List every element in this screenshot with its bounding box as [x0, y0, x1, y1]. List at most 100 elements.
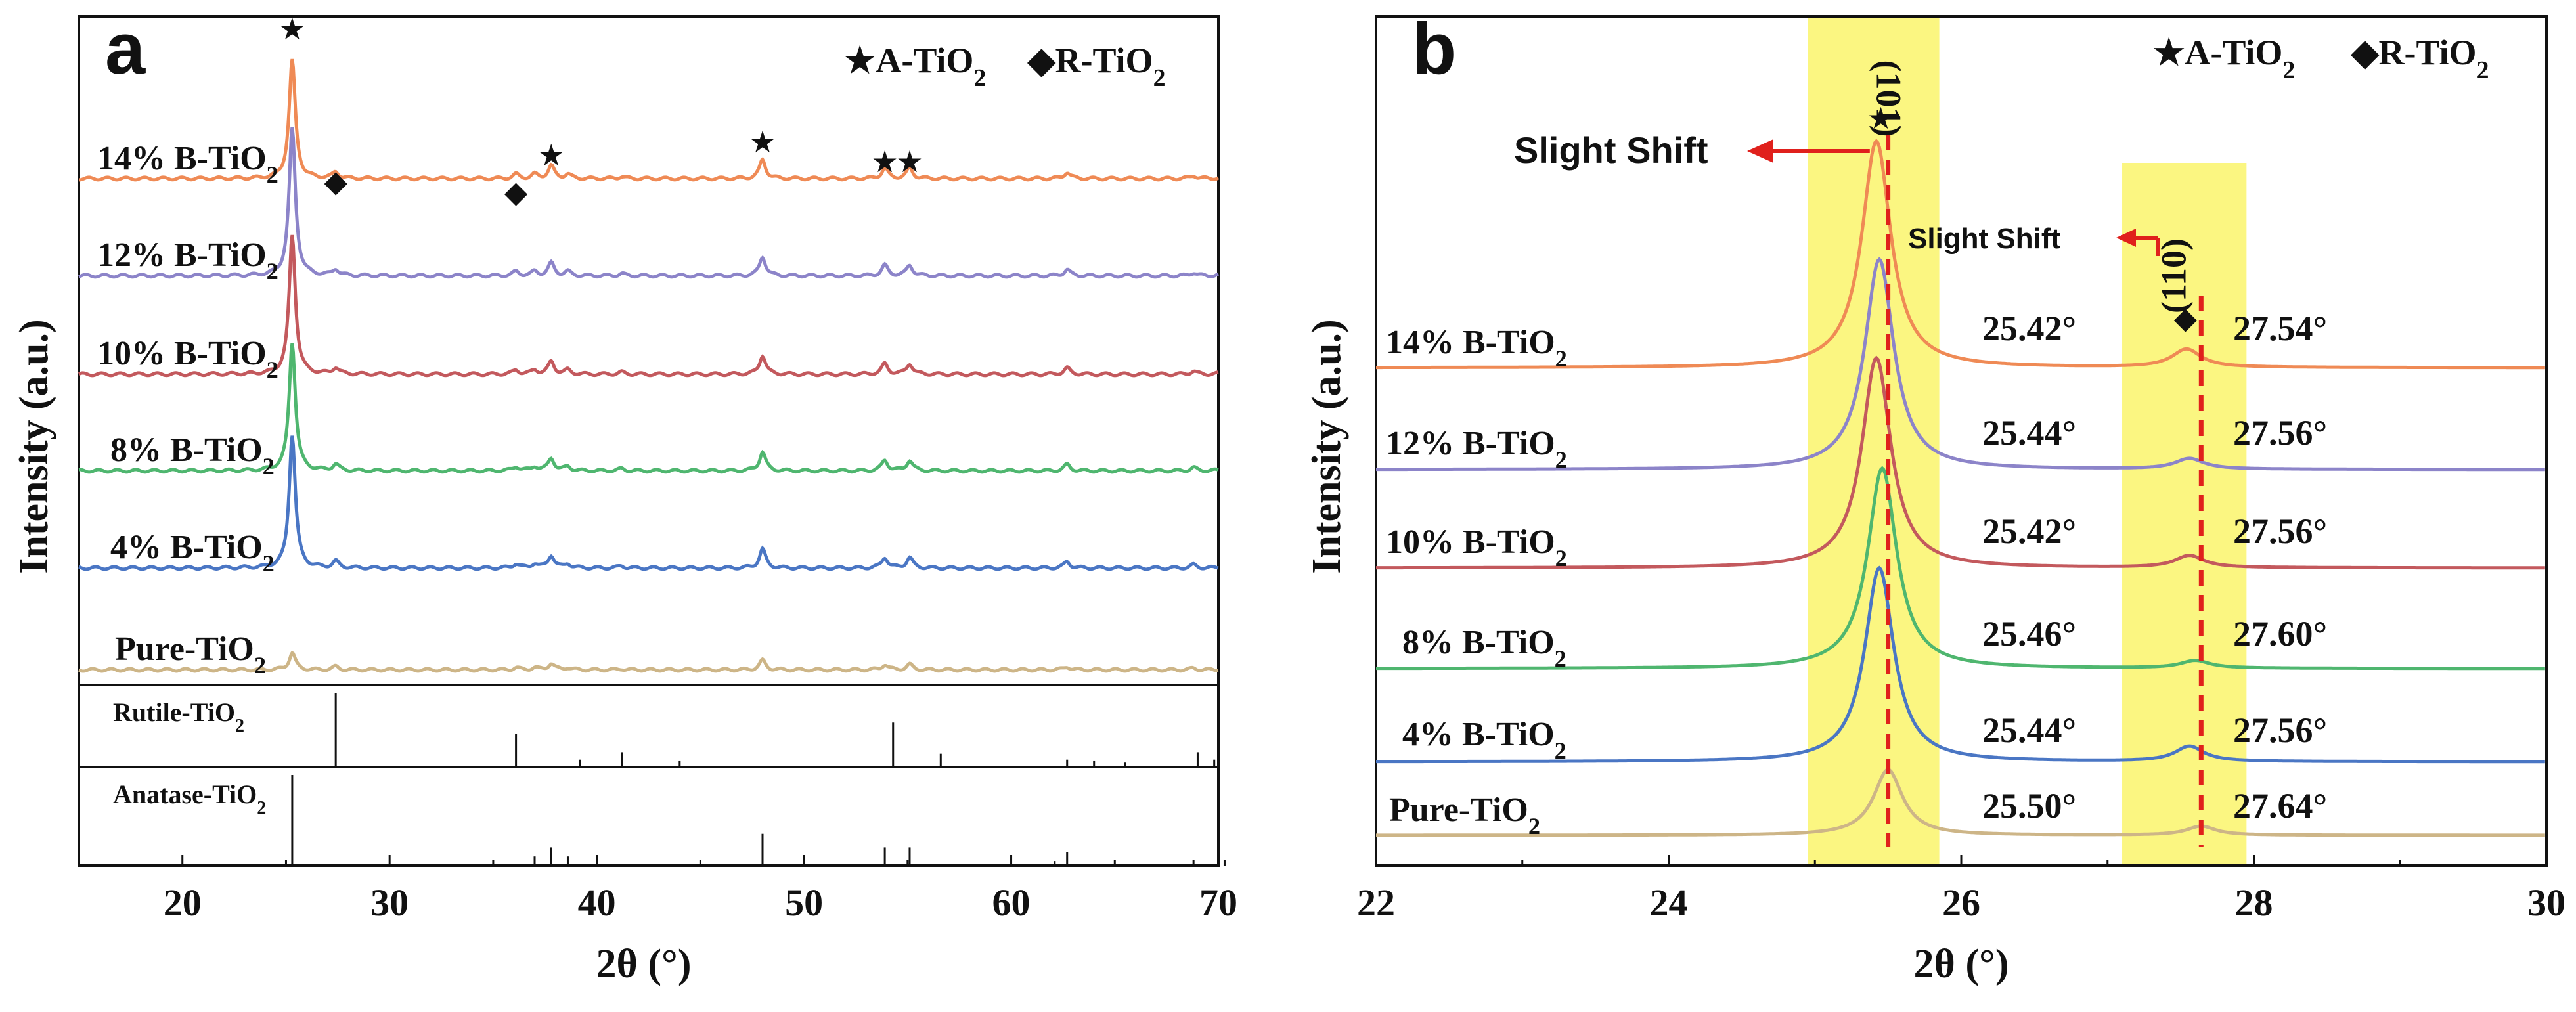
- panel-b-sample-label: 14% B-TiO2: [1386, 324, 1567, 372]
- panel-a-x-tick-label: 70: [1199, 881, 1237, 924]
- panel-b-legend-rutile: ◆R-TiO2: [2350, 33, 2489, 84]
- panel-b-slight-shift-label: Slight Shift: [1514, 129, 1708, 171]
- panel-b-sample-label-text: 12% B-TiO: [1386, 425, 1555, 462]
- panel-b-peak-101-value: 25.42°: [1982, 512, 2076, 551]
- panel-b-peak-101-value: 25.46°: [1982, 614, 2076, 653]
- panel-b-peak-110-value: 27.56°: [2233, 413, 2327, 452]
- panel-b-peak-101-value: 25.44°: [1982, 711, 2076, 750]
- panel-b-series-curve: [1376, 257, 2545, 472]
- panel-a-sample-label-text: 14% B-TiO: [97, 140, 267, 177]
- panel-a-anatase-marker: ★: [896, 144, 923, 179]
- panel-a-sample-label-subscript: 2: [263, 550, 275, 577]
- panel-b-sample-label: 4% B-TiO2: [1402, 716, 1566, 764]
- panel-b-x-axis-title: 2θ (°): [1914, 942, 2009, 986]
- panel-a-sample-label-text: 12% B-TiO: [97, 236, 267, 274]
- panel-a-sample-label-subscript: 2: [254, 652, 266, 678]
- panel-b-peak-110-value: 27.64°: [2233, 786, 2327, 825]
- panel-a-reference-label-subscript: 2: [257, 798, 266, 818]
- panel-b-sample-label-subscript: 2: [1555, 447, 1567, 473]
- panel-a-legend-rutile-subscript: 2: [1153, 64, 1166, 92]
- panel-a-anatase-marker: ★: [749, 124, 776, 160]
- panel-a-legend-anatase-subscript: 2: [973, 64, 986, 92]
- panel-a-sample-label-text: Pure-TiO: [115, 630, 254, 668]
- panel-b-x-tick-label: 26: [1942, 881, 1980, 924]
- panel-b-legend-anatase-subscript: 2: [2282, 56, 2295, 84]
- panel-b-legend-anatase: ★A-TiO2: [2153, 33, 2295, 84]
- panel-a-plot-frame: [78, 15, 1220, 867]
- panel-a-sample-label: 14% B-TiO2: [97, 140, 278, 188]
- panel-b-shift-arrowhead: [1747, 139, 1773, 163]
- panel-b-highlight-band: [1808, 16, 1940, 866]
- panel-b-sample-label-text: 8% B-TiO: [1402, 624, 1555, 661]
- panel-a-reference-label-text: Rutile-TiO: [113, 697, 235, 727]
- panel-b-sample-label-subscript: 2: [1555, 345, 1567, 372]
- panel-b-peak-110-value: 27.56°: [2233, 512, 2327, 551]
- panel-a-letter: a: [105, 9, 146, 89]
- panel-b-peak-101-value: 25.44°: [1982, 413, 2076, 452]
- panel-a-series-curve: [78, 127, 1220, 279]
- panel-b-sample-label: Pure-TiO2: [1389, 791, 1540, 839]
- panel-a-anatase-marker: ★: [278, 11, 305, 47]
- panel-b-sample-label-subscript: 2: [1555, 646, 1566, 672]
- panel-a-y-axis-title: Intensity (a.u.): [12, 319, 56, 574]
- panel-a-sample-label-text: 4% B-TiO: [110, 529, 263, 566]
- panel-a-series-curve: [78, 435, 1219, 571]
- panel-a-sample-label: 8% B-TiO2: [110, 431, 275, 479]
- panel-b-series-curve: [1376, 565, 2545, 764]
- panel-a-x-tick-label: 40: [578, 881, 616, 924]
- panel-a-rutile-marker: ◆: [504, 174, 528, 209]
- panel-b-x-tick-label: 30: [2527, 881, 2565, 924]
- panel-b-peak-110-value: 27.56°: [2233, 711, 2327, 750]
- panel-a-sample-label: 10% B-TiO2: [97, 335, 278, 383]
- panel-a-anatase-marker: ★: [871, 144, 898, 179]
- panel-b-sample-label-text: 10% B-TiO: [1386, 523, 1555, 561]
- panel-b-sample-label: 12% B-TiO2: [1386, 425, 1567, 473]
- panel-a-legend-anatase: ★A-TiO2: [844, 41, 986, 92]
- panel-a-reference-label-text: Anatase-TiO: [113, 780, 257, 809]
- panel-b-y-axis-title: Intensity (a.u.): [1304, 319, 1349, 574]
- panel-b-legend-anatase-text: ★A-TiO: [2153, 33, 2282, 72]
- panel-b-reflection-label: (101): [1869, 60, 1908, 137]
- panel-b: b Intensity (a.u.) 2θ (°) 22 24 26 28 30 (10…: [1304, 9, 2565, 986]
- panel-a-sample-label: 4% B-TiO2: [110, 529, 275, 577]
- panel-b-sample-label-text: 4% B-TiO: [1402, 716, 1555, 753]
- panel-b-letter: b: [1412, 9, 1456, 89]
- panel-b-legend-rutile-subscript: 2: [2477, 56, 2489, 84]
- panel-a-reference-label: Anatase-TiO2: [113, 780, 266, 818]
- panel-b-rutile-marker: ◆: [2174, 300, 2198, 336]
- panel-b-series-curve: [1376, 768, 2545, 837]
- panel-a-legend-rutile-text: ◆R-TiO: [1027, 41, 1153, 80]
- panel-a-anatase-marker: ★: [538, 137, 565, 173]
- panel-b-series-curve: [1376, 139, 2545, 370]
- panel-b-slight-shift-label: Slight Shift: [1908, 223, 2061, 255]
- panel-a-series-curve: [79, 58, 1220, 182]
- panel-a: a Intensity (a.u.) 2θ (°) 20 30 40 50 60 70 R…: [12, 9, 1237, 986]
- panel-a-x-tick-label: 50: [785, 881, 823, 924]
- panel-a-x-tick-label: 20: [164, 881, 202, 924]
- panel-b-legend-rutile-text: ◆R-TiO: [2350, 33, 2477, 72]
- panel-b-sample-label-text: 14% B-TiO: [1386, 324, 1555, 361]
- panel-a-sample-label-text: 10% B-TiO: [97, 335, 267, 372]
- panel-b-sample-label: 8% B-TiO2: [1402, 624, 1566, 672]
- panel-b-peak-110-value: 27.60°: [2233, 614, 2327, 653]
- panel-a-sample-label-subscript: 2: [267, 357, 278, 383]
- panel-b-peak-110-value: 27.54°: [2233, 309, 2327, 348]
- panel-b-sample-label-subscript: 2: [1555, 737, 1566, 764]
- panel-b-sample-label-subscript: 2: [1528, 813, 1540, 839]
- panel-a-reference-label-subscript: 2: [235, 716, 244, 736]
- panel-a-x-tick-label: 60: [992, 881, 1031, 924]
- panel-a-sample-label-subscript: 2: [263, 453, 275, 479]
- panel-a-reference-label: Rutile-TiO2: [113, 697, 244, 736]
- panel-a-legend-anatase-text: ★A-TiO: [844, 41, 973, 80]
- panel-a-sample-label-subscript: 2: [267, 258, 278, 284]
- panel-b-x-tick-label: 28: [2235, 881, 2273, 924]
- panel-a-sample-label-subscript: 2: [267, 162, 278, 188]
- panel-a-rutile-marker: ◆: [324, 164, 347, 199]
- panel-b-series-curve: [1376, 466, 2545, 671]
- panel-b-sample-label-text: Pure-TiO: [1389, 791, 1528, 829]
- panel-a-series-curve: [78, 234, 1219, 378]
- panel-b-peak-101-value: 25.42°: [1982, 309, 2076, 348]
- panel-b-sample-label: 10% B-TiO2: [1386, 523, 1567, 571]
- panel-a-x-tick-label: 30: [370, 881, 409, 924]
